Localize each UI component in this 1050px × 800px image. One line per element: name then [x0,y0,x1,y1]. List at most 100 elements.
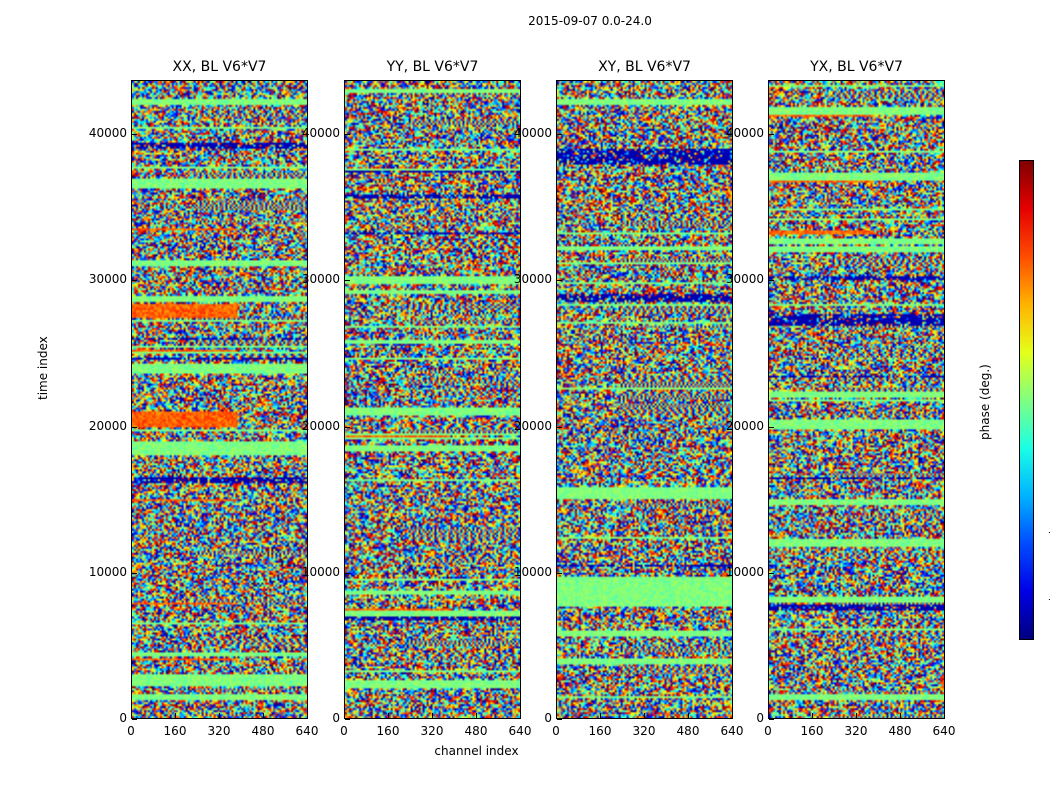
x-tick-label: 0 [340,724,348,738]
x-tick-label: 320 [844,724,868,738]
y-tick-label: 30000 [301,272,340,287]
phase-heatmap-image [132,81,307,718]
y-tick-mark [557,134,562,136]
x-tick-label: 0 [764,724,772,738]
y-tick-label: 30000 [725,272,764,287]
y-tick-label: 20000 [88,418,127,433]
x-tick-mark [307,713,308,718]
figure-suptitle: 2015-09-07 0.0-24.0 [528,14,652,28]
x-tick-label: 480 [888,724,912,738]
x-tick-mark [944,713,945,718]
y-tick-label: 10000 [513,564,552,579]
x-tick-mark [556,713,557,718]
x-tick-label: 480 [251,724,275,738]
x-tick-label: 160 [163,724,187,738]
x-tick-mark [900,713,901,718]
y-axis-label: time index [36,336,50,400]
y-tick-mark [345,719,350,720]
y-tick-label: 20000 [725,418,764,433]
colorbar-tick-label: 50 [1038,326,1050,339]
colorbar-tick-label: −150 [1038,593,1050,606]
y-tick-mark [345,572,350,574]
colorbar-tick-label: −100 [1038,526,1050,539]
x-tick-label: 0 [552,724,560,738]
x-tick-label: 320 [207,724,231,738]
phase-heatmap-panel [131,80,308,719]
phase-heatmap-image [769,81,944,718]
y-tick-mark [557,426,562,428]
x-tick-label: 160 [588,724,612,738]
x-tick-mark [263,713,264,718]
phase-heatmap-image [557,81,732,718]
y-tick-mark [557,280,562,282]
x-tick-mark [388,713,389,718]
phase-heatmap-panel [768,80,945,719]
colorbar [1019,160,1034,640]
y-tick-mark [132,719,137,720]
y-tick-label: 0 [332,711,340,725]
y-tick-label: 40000 [88,126,127,141]
x-tick-mark [432,713,433,718]
y-tick-label: 0 [119,711,127,725]
y-tick-mark [557,719,562,720]
y-tick-label: 20000 [513,418,552,433]
y-tick-mark [769,134,774,136]
x-tick-label: 160 [800,724,824,738]
colorbar-label: phase (deg.) [978,364,992,440]
phase-heatmap-panel [556,80,733,719]
colorbar-tick-label: 150 [1038,193,1050,206]
x-tick-label: 480 [464,724,488,738]
y-tick-mark [345,426,350,428]
x-tick-mark [812,713,813,718]
colorbar-tick-label: −50 [1038,460,1050,473]
y-tick-mark [345,280,350,282]
y-tick-label: 40000 [725,126,764,141]
x-tick-mark [856,713,857,718]
x-tick-label: 640 [932,724,956,738]
x-tick-mark [344,713,345,718]
phase-heatmap-panel [344,80,521,719]
y-tick-mark [345,134,350,136]
y-tick-label: 10000 [725,564,764,579]
x-tick-mark [768,713,769,718]
x-tick-mark [644,713,645,718]
x-tick-label: 640 [295,724,319,738]
phase-heatmap-image [345,81,520,718]
panel-title: YX, BL V6*V7 [810,59,903,75]
y-tick-mark [769,280,774,282]
y-tick-label: 40000 [301,126,340,141]
x-axis-label: channel index [434,744,519,758]
y-tick-mark [769,426,774,428]
y-tick-label: 10000 [301,564,340,579]
x-tick-label: 320 [632,724,656,738]
x-tick-mark [688,713,689,718]
y-tick-label: 30000 [513,272,552,287]
x-tick-mark [476,713,477,718]
y-tick-label: 30000 [88,272,127,287]
x-tick-mark [520,713,521,718]
y-tick-mark [769,572,774,574]
panel-title: XY, BL V6*V7 [598,59,691,75]
y-tick-label: 20000 [301,418,340,433]
y-tick-mark [132,426,137,428]
colorbar-tick-label: 0 [1038,393,1050,406]
panel-title: YY, BL V6*V7 [386,59,479,75]
y-tick-mark [769,719,774,720]
x-tick-label: 0 [127,724,135,738]
x-tick-mark [131,713,132,718]
y-tick-label: 40000 [513,126,552,141]
y-tick-mark [132,572,137,574]
colorbar-tick-label: 100 [1038,260,1050,273]
x-tick-label: 640 [720,724,744,738]
y-tick-mark [132,134,137,136]
y-tick-mark [557,572,562,574]
panel-title: XX, BL V6*V7 [172,59,267,75]
x-tick-label: 320 [420,724,444,738]
x-tick-label: 160 [376,724,400,738]
x-tick-mark [175,713,176,718]
x-tick-mark [732,713,733,718]
x-tick-mark [600,713,601,718]
x-tick-label: 480 [676,724,700,738]
y-tick-label: 0 [544,711,552,725]
y-tick-label: 0 [756,711,764,725]
